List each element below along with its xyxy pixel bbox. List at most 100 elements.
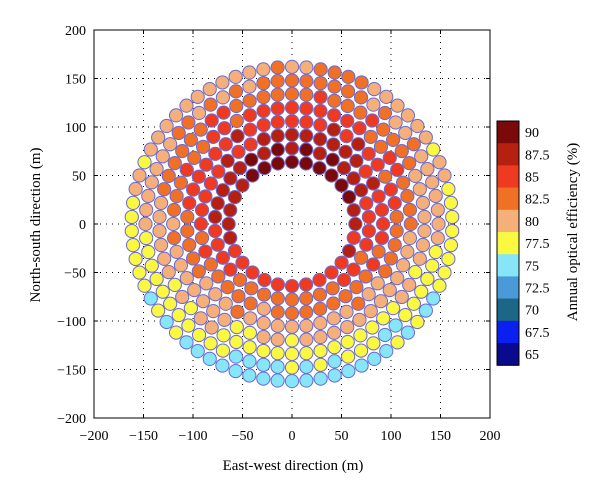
heliostat-point bbox=[299, 346, 314, 361]
heliostat-point bbox=[352, 312, 367, 327]
heliostat-point bbox=[215, 343, 231, 358]
heliostat-point bbox=[217, 121, 232, 136]
heliostat-point bbox=[168, 325, 184, 340]
heliostat-point bbox=[229, 334, 244, 350]
heliostat-point bbox=[390, 270, 405, 286]
heliostat-point bbox=[270, 115, 285, 130]
heliostat-point bbox=[371, 189, 386, 204]
heliostat-point bbox=[149, 161, 164, 177]
heliostat-point bbox=[418, 130, 433, 145]
heliostat-point bbox=[366, 176, 381, 191]
heliostat-point bbox=[298, 277, 314, 292]
heliostat-point bbox=[284, 292, 300, 307]
heliostat-point bbox=[443, 237, 459, 253]
heliostat-point bbox=[242, 93, 257, 108]
heliostat-point bbox=[232, 272, 248, 288]
heliostat-point bbox=[358, 164, 373, 179]
heliostat-point bbox=[175, 289, 190, 305]
heliostat-point bbox=[366, 97, 381, 112]
heliostat-point bbox=[167, 156, 182, 171]
colorbar-swatch bbox=[497, 298, 519, 322]
heliostat-point bbox=[410, 314, 425, 330]
colorbar-tick-label: 70 bbox=[525, 304, 539, 319]
heliostat-point bbox=[324, 168, 339, 183]
colorbar-tick-label: 77.5 bbox=[525, 237, 550, 252]
heliostat-point bbox=[425, 175, 440, 190]
heliostat-point bbox=[193, 216, 209, 232]
heliostat-point bbox=[124, 223, 139, 239]
heliostat-point bbox=[186, 251, 201, 266]
heliostat-point bbox=[270, 156, 286, 171]
heliostat-point bbox=[231, 289, 246, 304]
heliostat-point bbox=[228, 364, 243, 379]
heliostat-point bbox=[386, 132, 401, 147]
heliostat-point bbox=[284, 127, 300, 142]
heliostat-point bbox=[217, 312, 232, 327]
heliostat-point bbox=[383, 251, 398, 266]
heliostat-point bbox=[437, 265, 452, 280]
heliostat-point bbox=[256, 117, 271, 133]
heliostat-point bbox=[341, 69, 356, 84]
y-tick-label: −50 bbox=[64, 267, 86, 282]
heliostat-point bbox=[377, 105, 393, 121]
heliostat-point bbox=[202, 351, 217, 366]
heliostat-point bbox=[299, 291, 314, 306]
heliostat-point bbox=[143, 142, 158, 157]
heliostat-point bbox=[441, 181, 456, 197]
heliostat-point bbox=[313, 371, 328, 386]
heliostat-point bbox=[242, 340, 257, 355]
heliostat-point bbox=[370, 157, 385, 172]
heliostat-point bbox=[284, 141, 300, 156]
heliostat-point bbox=[223, 230, 238, 245]
heliostat-point bbox=[284, 374, 300, 389]
heliostat-point bbox=[157, 251, 172, 266]
heliostat-point bbox=[326, 122, 341, 137]
heliostat-point bbox=[313, 132, 328, 147]
heliostat-point bbox=[410, 118, 425, 134]
heliostat-point bbox=[299, 74, 314, 89]
heliostat-point bbox=[256, 301, 271, 316]
heliostat-point bbox=[298, 156, 314, 171]
heliostat-point bbox=[166, 230, 182, 246]
heliostat-point bbox=[163, 296, 178, 311]
heliostat-point bbox=[242, 325, 257, 340]
heliostat-point bbox=[284, 59, 300, 74]
heliostat-point bbox=[378, 264, 393, 279]
heliostat-point bbox=[284, 360, 300, 375]
heliostat-point bbox=[406, 296, 421, 311]
heliostat-point bbox=[229, 319, 244, 335]
colorbar-tick-label: 67.5 bbox=[525, 326, 550, 341]
heliostat-point bbox=[270, 101, 285, 116]
heliostat-point bbox=[376, 122, 391, 137]
y-tick-label: 0 bbox=[79, 218, 86, 233]
heliostat-point bbox=[374, 230, 390, 246]
heliostat-point bbox=[151, 303, 166, 318]
heliostat-point bbox=[228, 349, 244, 364]
heliostat-point bbox=[346, 171, 361, 186]
heliostat-point bbox=[327, 368, 342, 383]
heliostat-point bbox=[270, 277, 286, 292]
heliostat-point bbox=[137, 278, 152, 293]
heliostat-point bbox=[400, 325, 416, 340]
heliostat-point bbox=[144, 175, 159, 190]
heliostat-point bbox=[216, 105, 231, 120]
heliostat-point bbox=[245, 168, 260, 183]
heliostat-point bbox=[313, 117, 328, 133]
heliostat-point bbox=[299, 359, 314, 374]
heliostat-point bbox=[388, 115, 403, 130]
heliostat-point bbox=[256, 315, 271, 331]
heliostat-point bbox=[218, 296, 233, 311]
heliostat-point bbox=[180, 209, 195, 225]
heliostat-point bbox=[340, 319, 355, 335]
heliostat-point bbox=[203, 336, 218, 351]
heliostat-point bbox=[426, 142, 441, 157]
heliostat-point bbox=[395, 175, 411, 190]
heliostat-point bbox=[373, 139, 389, 154]
heliostat-point bbox=[125, 195, 141, 211]
heliostat-point bbox=[312, 272, 327, 288]
colorbar-tick-label: 75 bbox=[525, 259, 539, 274]
colorbar-tick-label: 90 bbox=[525, 126, 539, 141]
heliostat-point bbox=[402, 230, 418, 246]
heliostat-point bbox=[327, 93, 342, 108]
heliostat-point bbox=[167, 277, 182, 292]
